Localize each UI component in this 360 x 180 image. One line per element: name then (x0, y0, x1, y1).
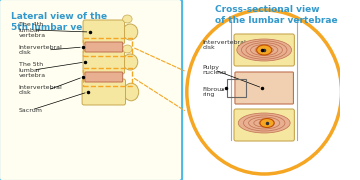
Ellipse shape (243, 115, 285, 131)
FancyBboxPatch shape (234, 109, 294, 141)
Ellipse shape (260, 48, 269, 52)
Ellipse shape (260, 118, 274, 127)
Ellipse shape (237, 39, 292, 61)
Ellipse shape (123, 15, 132, 23)
Text: Sacrum: Sacrum (19, 107, 43, 112)
Text: Intervertebral
disk: Intervertebral disk (19, 85, 63, 95)
Ellipse shape (251, 44, 278, 55)
Ellipse shape (254, 119, 275, 127)
Ellipse shape (123, 24, 138, 40)
Text: Pulpy
nucleus: Pulpy nucleus (203, 65, 227, 75)
Text: Cross-sectional view
of the lumbar vertebrae: Cross-sectional view of the lumbar verte… (215, 5, 338, 25)
Ellipse shape (123, 45, 132, 53)
FancyBboxPatch shape (85, 42, 123, 52)
Ellipse shape (246, 43, 283, 57)
Ellipse shape (238, 113, 290, 133)
Ellipse shape (249, 117, 280, 129)
Text: Intervertebral
disk: Intervertebral disk (203, 40, 247, 50)
FancyBboxPatch shape (234, 34, 294, 66)
Text: Lateral view of the
5th lumbar vertebra: Lateral view of the 5th lumbar vertebra (11, 12, 115, 32)
Ellipse shape (257, 45, 272, 55)
Text: Intervertebral
disk: Intervertebral disk (19, 45, 63, 55)
Ellipse shape (123, 83, 139, 101)
FancyBboxPatch shape (82, 79, 126, 105)
Ellipse shape (123, 54, 138, 70)
Bar (228, 79, 246, 97)
FancyBboxPatch shape (83, 20, 125, 44)
Ellipse shape (255, 46, 273, 54)
Text: The 4th
lumbar
vertebra: The 4th lumbar vertebra (19, 22, 46, 38)
Circle shape (187, 10, 342, 174)
Text: Fibrous
ring: Fibrous ring (203, 87, 225, 97)
FancyBboxPatch shape (0, 0, 182, 180)
Text: The 5th
lumbar
vertebra: The 5th lumbar vertebra (19, 62, 46, 78)
FancyBboxPatch shape (85, 72, 123, 82)
FancyBboxPatch shape (83, 50, 125, 74)
Ellipse shape (242, 41, 287, 59)
FancyBboxPatch shape (235, 72, 293, 104)
Ellipse shape (259, 121, 269, 125)
